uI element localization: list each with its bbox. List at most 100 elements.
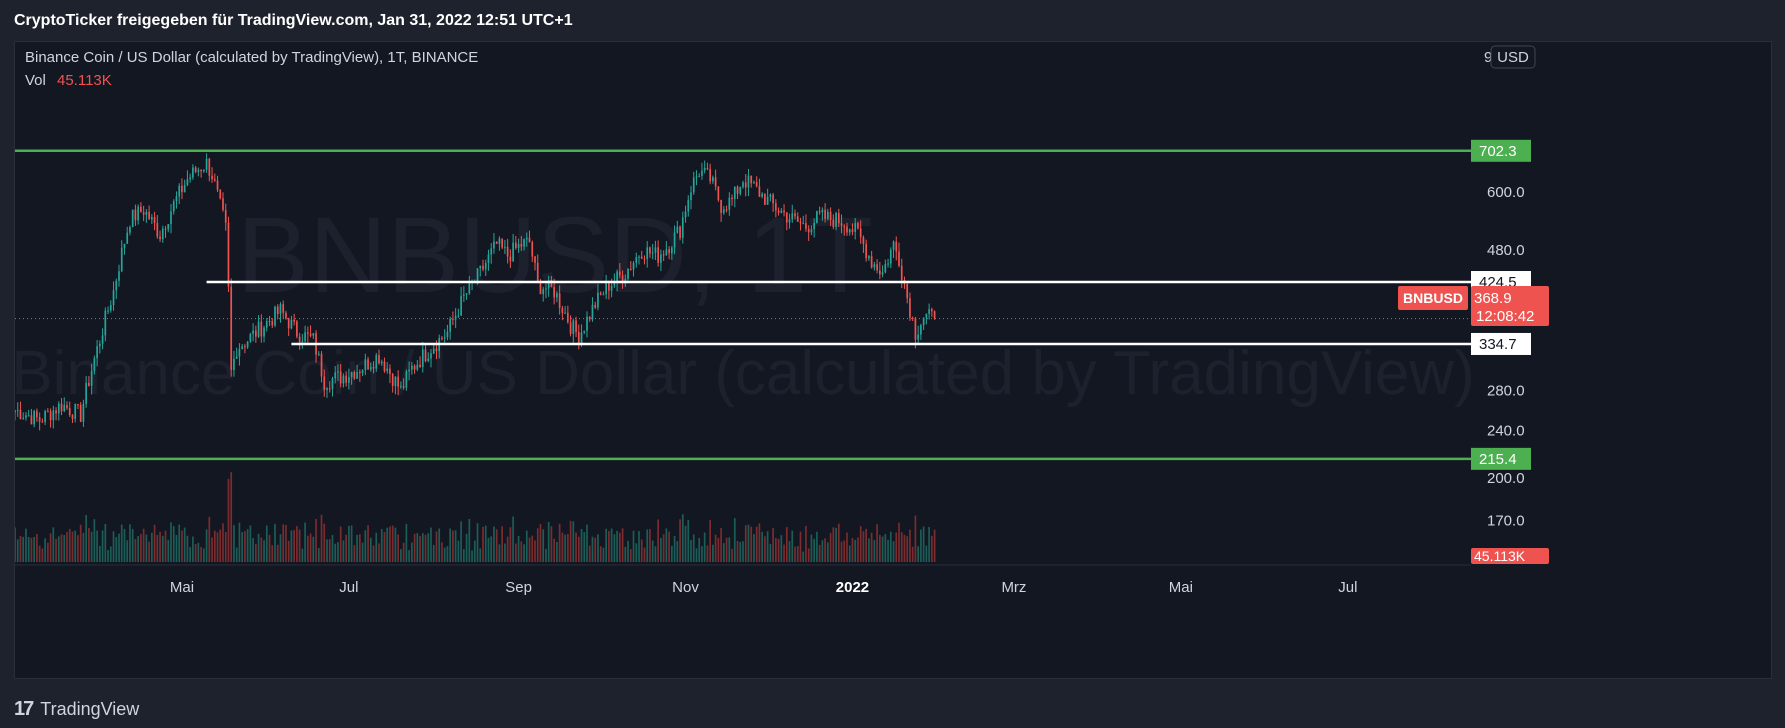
candle-body xyxy=(282,304,285,313)
candle-body xyxy=(599,292,602,295)
candle-body xyxy=(293,319,296,322)
candle-body xyxy=(331,378,334,389)
x-tick-label: Mrz xyxy=(1001,579,1026,596)
volume-bar xyxy=(79,524,82,562)
volume-bar xyxy=(71,531,74,562)
chart-panel[interactable]: BNBUSD, 1T Binance Coin / US Dollar (cal… xyxy=(11,41,1772,679)
volume-bar xyxy=(265,525,268,562)
volume-bar xyxy=(673,535,676,562)
candle-body xyxy=(914,318,917,340)
volume-bar xyxy=(120,524,123,562)
volume-bar xyxy=(545,548,547,562)
volume-bar xyxy=(36,534,38,562)
volume-bar xyxy=(175,534,178,562)
volume-bar xyxy=(227,478,230,562)
volume-bar xyxy=(323,523,326,562)
volume-bar xyxy=(512,516,514,562)
volume-bar xyxy=(484,525,487,562)
volume-bar xyxy=(753,534,755,562)
volume-bar xyxy=(186,535,189,562)
candle-body xyxy=(202,169,205,172)
volume-bar xyxy=(216,532,219,562)
volume-bar xyxy=(556,541,558,562)
volume-bar xyxy=(591,536,594,562)
candle-body xyxy=(750,175,753,184)
volume-bar xyxy=(49,533,52,562)
volume-bar xyxy=(684,525,687,562)
candle-body xyxy=(279,304,282,314)
currency-label[interactable]: USD xyxy=(1497,49,1529,66)
candle-body xyxy=(769,194,772,197)
volume-bar xyxy=(504,543,506,562)
candle-body xyxy=(402,386,405,388)
volume-bar xyxy=(172,526,175,562)
candle-body xyxy=(63,405,66,412)
candle-body xyxy=(920,325,922,335)
volume-bar xyxy=(665,528,668,562)
volume-bar xyxy=(572,521,575,562)
candle-body xyxy=(296,321,298,337)
candle-body xyxy=(717,186,720,201)
volume-bar xyxy=(679,519,681,562)
candle-body xyxy=(657,247,660,263)
candle-body xyxy=(41,421,44,423)
candle-body xyxy=(506,246,509,257)
volume-bar xyxy=(917,546,920,562)
candlestick-chart[interactable]: BNBUSD, 1T Binance Coin / US Dollar (cal… xyxy=(11,42,1771,678)
volume-bar xyxy=(766,531,769,562)
volume-bar xyxy=(19,536,22,562)
candle-body xyxy=(709,169,712,182)
volume-bar xyxy=(142,528,145,562)
candle-body xyxy=(701,170,703,176)
volume-bar xyxy=(506,536,509,562)
volume-bar xyxy=(348,525,350,562)
x-tick-label: Sep xyxy=(505,579,532,596)
volume-bar xyxy=(583,532,586,562)
candle-body xyxy=(605,282,608,295)
symbol-tag: BNBUSD xyxy=(1403,290,1463,306)
volume-bar xyxy=(791,530,794,562)
candle-body xyxy=(695,176,698,178)
candle-body xyxy=(594,304,597,308)
candle-body xyxy=(572,320,575,334)
candle-body xyxy=(493,241,495,249)
candle-body xyxy=(876,264,878,271)
candle-body xyxy=(922,317,925,326)
candle-body xyxy=(66,405,68,408)
currency-button-frame[interactable] xyxy=(1490,45,1536,69)
volume-bar xyxy=(892,541,895,562)
candle-body xyxy=(123,243,126,248)
candle-body xyxy=(495,241,498,244)
volume-bar xyxy=(832,527,835,562)
volume-bar xyxy=(416,533,419,562)
candle-body xyxy=(629,269,632,271)
volume-bar xyxy=(531,535,534,562)
candle-body xyxy=(646,247,649,260)
volume-bar xyxy=(643,547,646,562)
candle-body xyxy=(274,306,276,326)
volume-bar xyxy=(805,526,807,562)
share-text: CryptoTicker freigegeben für TradingView… xyxy=(14,12,573,29)
volume-bar xyxy=(402,542,405,562)
candle-body xyxy=(509,256,512,262)
candle-body xyxy=(816,211,818,223)
volume-bar xyxy=(586,524,588,562)
currency-button[interactable]: 9( USD xyxy=(1484,45,1536,69)
volume-bar xyxy=(933,529,936,562)
volume-bar xyxy=(670,545,673,562)
volume-bar xyxy=(460,521,462,562)
candle-body xyxy=(591,304,594,320)
volume-bar xyxy=(599,546,602,562)
candle-body xyxy=(640,256,643,259)
time-axis[interactable]: Mai Jul Sep Nov 2022 Mrz Mai Jul xyxy=(170,579,1358,596)
tradingview-logo[interactable]: 17 TradingView xyxy=(14,698,139,721)
volume-bar xyxy=(246,529,249,562)
volume-bar xyxy=(298,529,301,562)
volume-bar xyxy=(657,519,660,562)
candle-body xyxy=(676,226,679,233)
volume-bar xyxy=(60,534,63,562)
volume-bar xyxy=(909,529,911,562)
volume-bar xyxy=(145,534,148,562)
